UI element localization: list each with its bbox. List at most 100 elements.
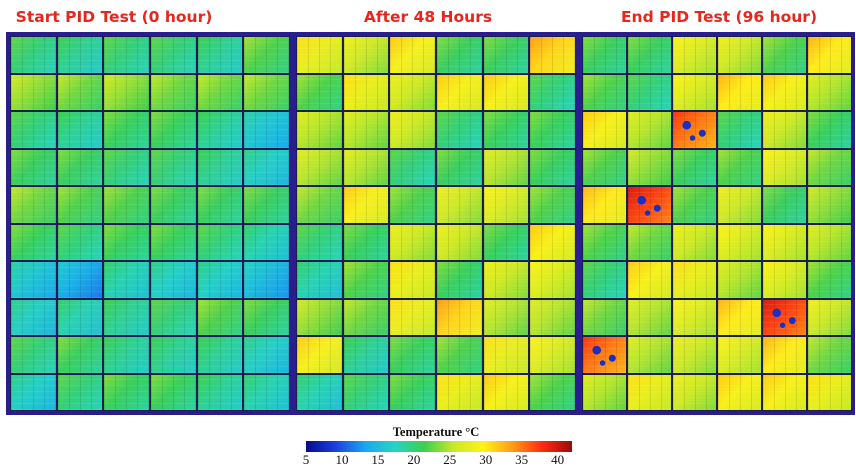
panel-cell — [342, 111, 390, 149]
panel-cell — [296, 336, 343, 374]
panel-cell — [582, 73, 627, 111]
panel-cell — [762, 186, 807, 224]
panel-cell — [56, 148, 104, 186]
colorbar — [306, 441, 572, 452]
colorbar-tick-label: 25 — [443, 452, 457, 467]
panel-cell — [529, 73, 576, 111]
colorbar-tick-label: 10 — [335, 452, 349, 467]
colorbar-tick-label: 35 — [515, 452, 529, 467]
panel-cell — [807, 223, 852, 261]
panel-cell — [103, 36, 150, 74]
temperature-legend: Temperature °C 5 10 15 20 25 30 35 40 — [300, 425, 572, 467]
thermal-panel-48h — [296, 36, 576, 411]
panel-cell — [436, 73, 483, 111]
panel-cell — [389, 336, 436, 374]
panel-cell — [762, 111, 807, 149]
panel-cell — [103, 73, 150, 111]
panel-cell — [482, 261, 530, 299]
panel-cell — [243, 261, 290, 299]
thermal-panel-start — [10, 36, 290, 411]
panel-cell — [807, 298, 852, 336]
panel-cell — [342, 73, 390, 111]
panel-cell — [389, 261, 436, 299]
panel-cell — [807, 261, 852, 299]
panel-cell — [389, 73, 436, 111]
panel-cell — [717, 223, 762, 261]
panel-cell — [389, 186, 436, 224]
panel-cell — [243, 373, 290, 411]
panel-cell — [582, 111, 627, 149]
panel-cell — [627, 223, 672, 261]
panel-cell — [672, 186, 717, 224]
panel-cell — [10, 261, 57, 299]
panel-cell — [342, 36, 390, 74]
panel-cell — [150, 111, 197, 149]
panel-cell — [482, 336, 530, 374]
panel-cell — [762, 336, 807, 374]
panel-cell — [296, 223, 343, 261]
panel-cell — [296, 373, 343, 411]
panel-cell — [482, 373, 530, 411]
panel-cell — [627, 73, 672, 111]
panel-cell — [10, 73, 57, 111]
panel-cell — [762, 148, 807, 186]
panel-cell — [672, 73, 717, 111]
panel-cell — [627, 186, 672, 224]
panel-cell — [150, 261, 197, 299]
panel-cell — [807, 36, 852, 74]
panel-cell — [296, 298, 343, 336]
panel-cell — [529, 36, 576, 74]
panel-cell — [529, 186, 576, 224]
panel-cell — [627, 111, 672, 149]
panel-cell — [717, 336, 762, 374]
panel-cell — [529, 336, 576, 374]
panel-cell — [482, 73, 530, 111]
panel-cell — [296, 73, 343, 111]
panel-cell — [103, 261, 150, 299]
panel-cell — [196, 148, 244, 186]
panel-cell — [762, 36, 807, 74]
thermal-panel-end — [582, 36, 852, 411]
panel-cell — [436, 36, 483, 74]
panel-cell — [56, 261, 104, 299]
panel-cell — [627, 373, 672, 411]
panel-cell — [807, 373, 852, 411]
panel-cell — [482, 148, 530, 186]
panel-cell — [196, 261, 244, 299]
panel-cell — [436, 373, 483, 411]
panel-cell — [582, 298, 627, 336]
panel-cell — [56, 73, 104, 111]
panel-cell — [672, 336, 717, 374]
panel-cell — [103, 373, 150, 411]
panel-cell — [717, 298, 762, 336]
panel-cell — [243, 111, 290, 149]
panel-cell — [296, 111, 343, 149]
panel-cell — [582, 186, 627, 224]
panel-cell — [436, 298, 483, 336]
panel-cell — [103, 186, 150, 224]
panel-cell — [10, 186, 57, 224]
panel-cell — [150, 186, 197, 224]
colorbar-tick-label: 5 — [302, 452, 310, 467]
panel-cell — [150, 336, 197, 374]
panel-cell — [389, 373, 436, 411]
panel-cell — [482, 298, 530, 336]
panel-cell — [103, 336, 150, 374]
panel-cell — [672, 373, 717, 411]
panel-cell — [627, 298, 672, 336]
panel-cell — [717, 261, 762, 299]
colorbar-tick-label: 40 — [551, 452, 565, 467]
panel-cell — [672, 148, 717, 186]
panel-cell — [807, 186, 852, 224]
panel-cell — [243, 36, 290, 74]
panel-cell — [762, 261, 807, 299]
panel-cell — [342, 261, 390, 299]
panel-cell — [196, 223, 244, 261]
panel-cell — [150, 373, 197, 411]
panel-cell — [582, 36, 627, 74]
panel-cell — [150, 148, 197, 186]
panel-cell — [56, 373, 104, 411]
panel-cell — [582, 223, 627, 261]
panel-cell — [762, 73, 807, 111]
panel-cell — [717, 111, 762, 149]
